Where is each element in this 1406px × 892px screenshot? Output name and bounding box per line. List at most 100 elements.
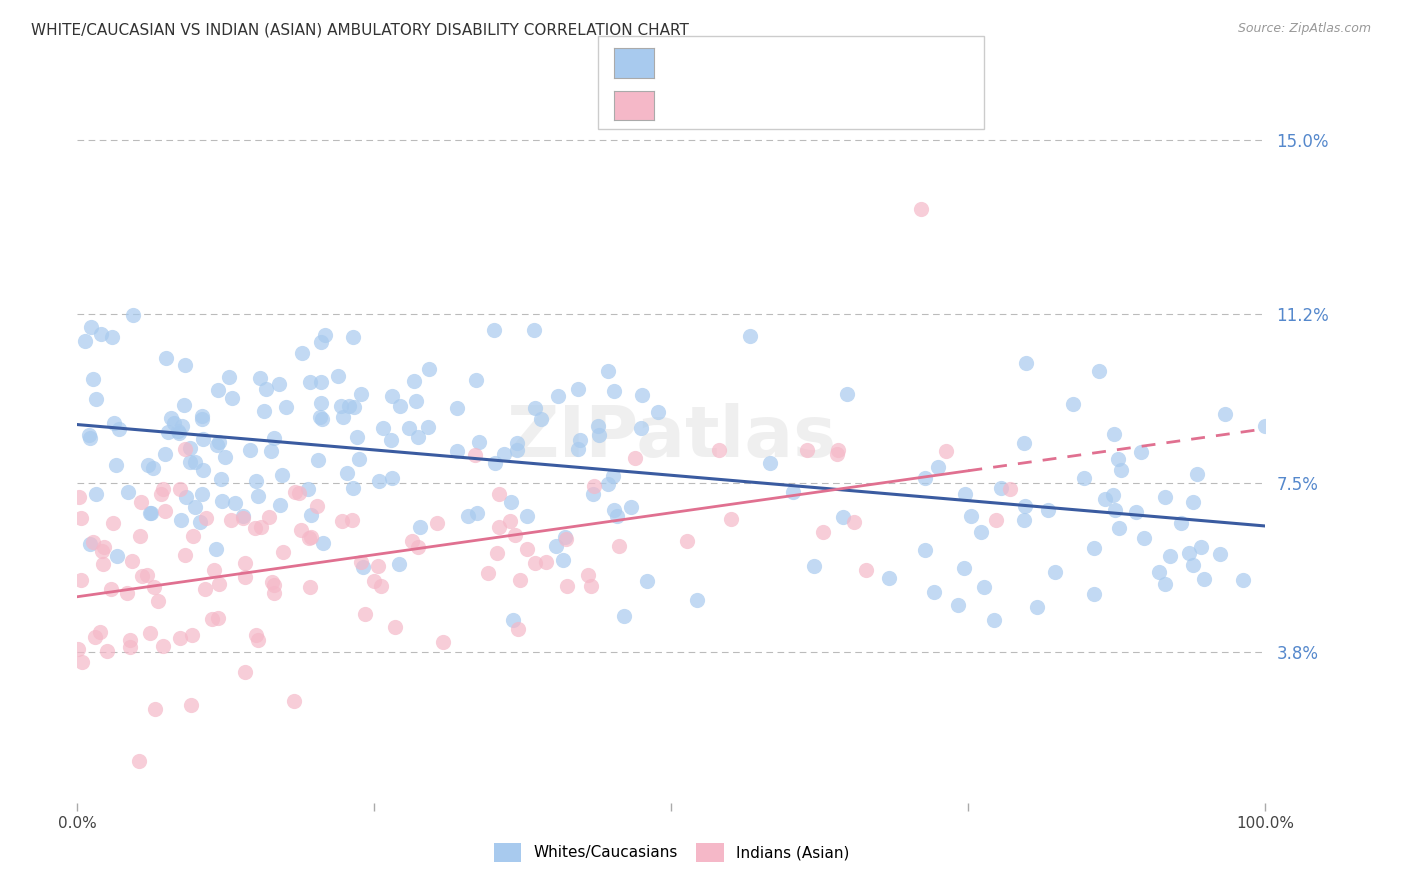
Point — [1181, 558, 1204, 573]
Point — [100, 582, 122, 596]
Point — [555, 579, 578, 593]
Point — [457, 508, 479, 523]
Point — [336, 467, 359, 481]
Point — [508, 622, 530, 636]
Point — [311, 396, 333, 410]
Text: WHITE/CAUCASIAN VS INDIAN (ASIAN) AMBULATORY DISABILITY CORRELATION CHART: WHITE/CAUCASIAN VS INDIAN (ASIAN) AMBULA… — [31, 22, 689, 37]
Point — [82, 372, 104, 386]
Point — [128, 528, 150, 542]
Point — [418, 362, 440, 376]
Point — [224, 496, 246, 510]
Point — [446, 444, 468, 458]
Point — [239, 443, 262, 458]
Point — [350, 555, 373, 569]
Point — [157, 425, 180, 439]
Point — [139, 506, 162, 520]
Point — [105, 458, 128, 472]
Point — [583, 478, 606, 492]
Point — [602, 469, 624, 483]
Point — [208, 576, 231, 591]
Point — [260, 444, 283, 458]
Point — [235, 556, 257, 570]
Point — [191, 432, 214, 446]
Point — [218, 370, 240, 384]
Point — [269, 498, 291, 512]
Point — [122, 308, 145, 322]
Point — [349, 452, 371, 467]
Point — [1213, 407, 1236, 421]
Point — [299, 508, 322, 522]
Point — [406, 430, 429, 444]
Point — [173, 442, 195, 457]
Point — [1012, 436, 1035, 450]
Point — [482, 323, 505, 337]
Point — [247, 489, 270, 503]
Point — [312, 536, 335, 550]
Point — [588, 427, 610, 442]
Point — [115, 586, 138, 600]
Point — [297, 482, 319, 496]
Point — [250, 520, 273, 534]
Point — [1087, 364, 1109, 378]
Point — [953, 561, 976, 575]
Point — [299, 580, 322, 594]
Point — [283, 694, 305, 708]
Point — [257, 510, 280, 524]
Point — [233, 570, 256, 584]
Point — [260, 575, 283, 590]
Point — [835, 387, 858, 401]
Point — [983, 613, 1005, 627]
Point — [274, 400, 297, 414]
Point — [796, 443, 818, 458]
Point — [401, 534, 423, 549]
Point — [79, 536, 101, 550]
Point — [676, 533, 699, 548]
Point — [211, 494, 233, 508]
Point — [1104, 426, 1126, 441]
Point — [503, 528, 526, 542]
Point — [209, 472, 232, 486]
Point — [1125, 505, 1147, 519]
Point — [1181, 494, 1204, 508]
Point — [488, 487, 510, 501]
Point — [160, 410, 183, 425]
Point — [152, 640, 174, 654]
Point — [205, 438, 228, 452]
Point — [90, 326, 112, 341]
Point — [180, 698, 202, 712]
Point — [249, 371, 271, 385]
Point — [468, 435, 491, 450]
Point — [181, 528, 204, 542]
Point — [914, 543, 936, 558]
Point — [606, 508, 628, 523]
Point — [233, 665, 256, 679]
Point — [1083, 541, 1105, 555]
Point — [813, 524, 835, 539]
Point — [330, 514, 353, 528]
Point — [914, 471, 936, 485]
Point — [877, 571, 900, 585]
Point — [188, 515, 211, 529]
Point — [308, 410, 330, 425]
Point — [707, 443, 730, 458]
Point — [254, 382, 277, 396]
Point — [636, 574, 658, 589]
Point — [298, 531, 321, 545]
Point — [388, 558, 411, 572]
Point — [738, 328, 761, 343]
Point — [1178, 545, 1201, 559]
Point — [554, 530, 576, 544]
Point — [148, 594, 170, 608]
Point — [579, 579, 602, 593]
Point — [174, 490, 197, 504]
Point — [970, 525, 993, 540]
Point — [232, 511, 254, 525]
Point — [298, 375, 321, 389]
Point — [180, 628, 202, 642]
Point — [309, 375, 332, 389]
Point — [305, 499, 328, 513]
Point — [1129, 444, 1152, 458]
Point — [568, 433, 591, 447]
Point — [352, 560, 374, 574]
Point — [243, 520, 266, 534]
